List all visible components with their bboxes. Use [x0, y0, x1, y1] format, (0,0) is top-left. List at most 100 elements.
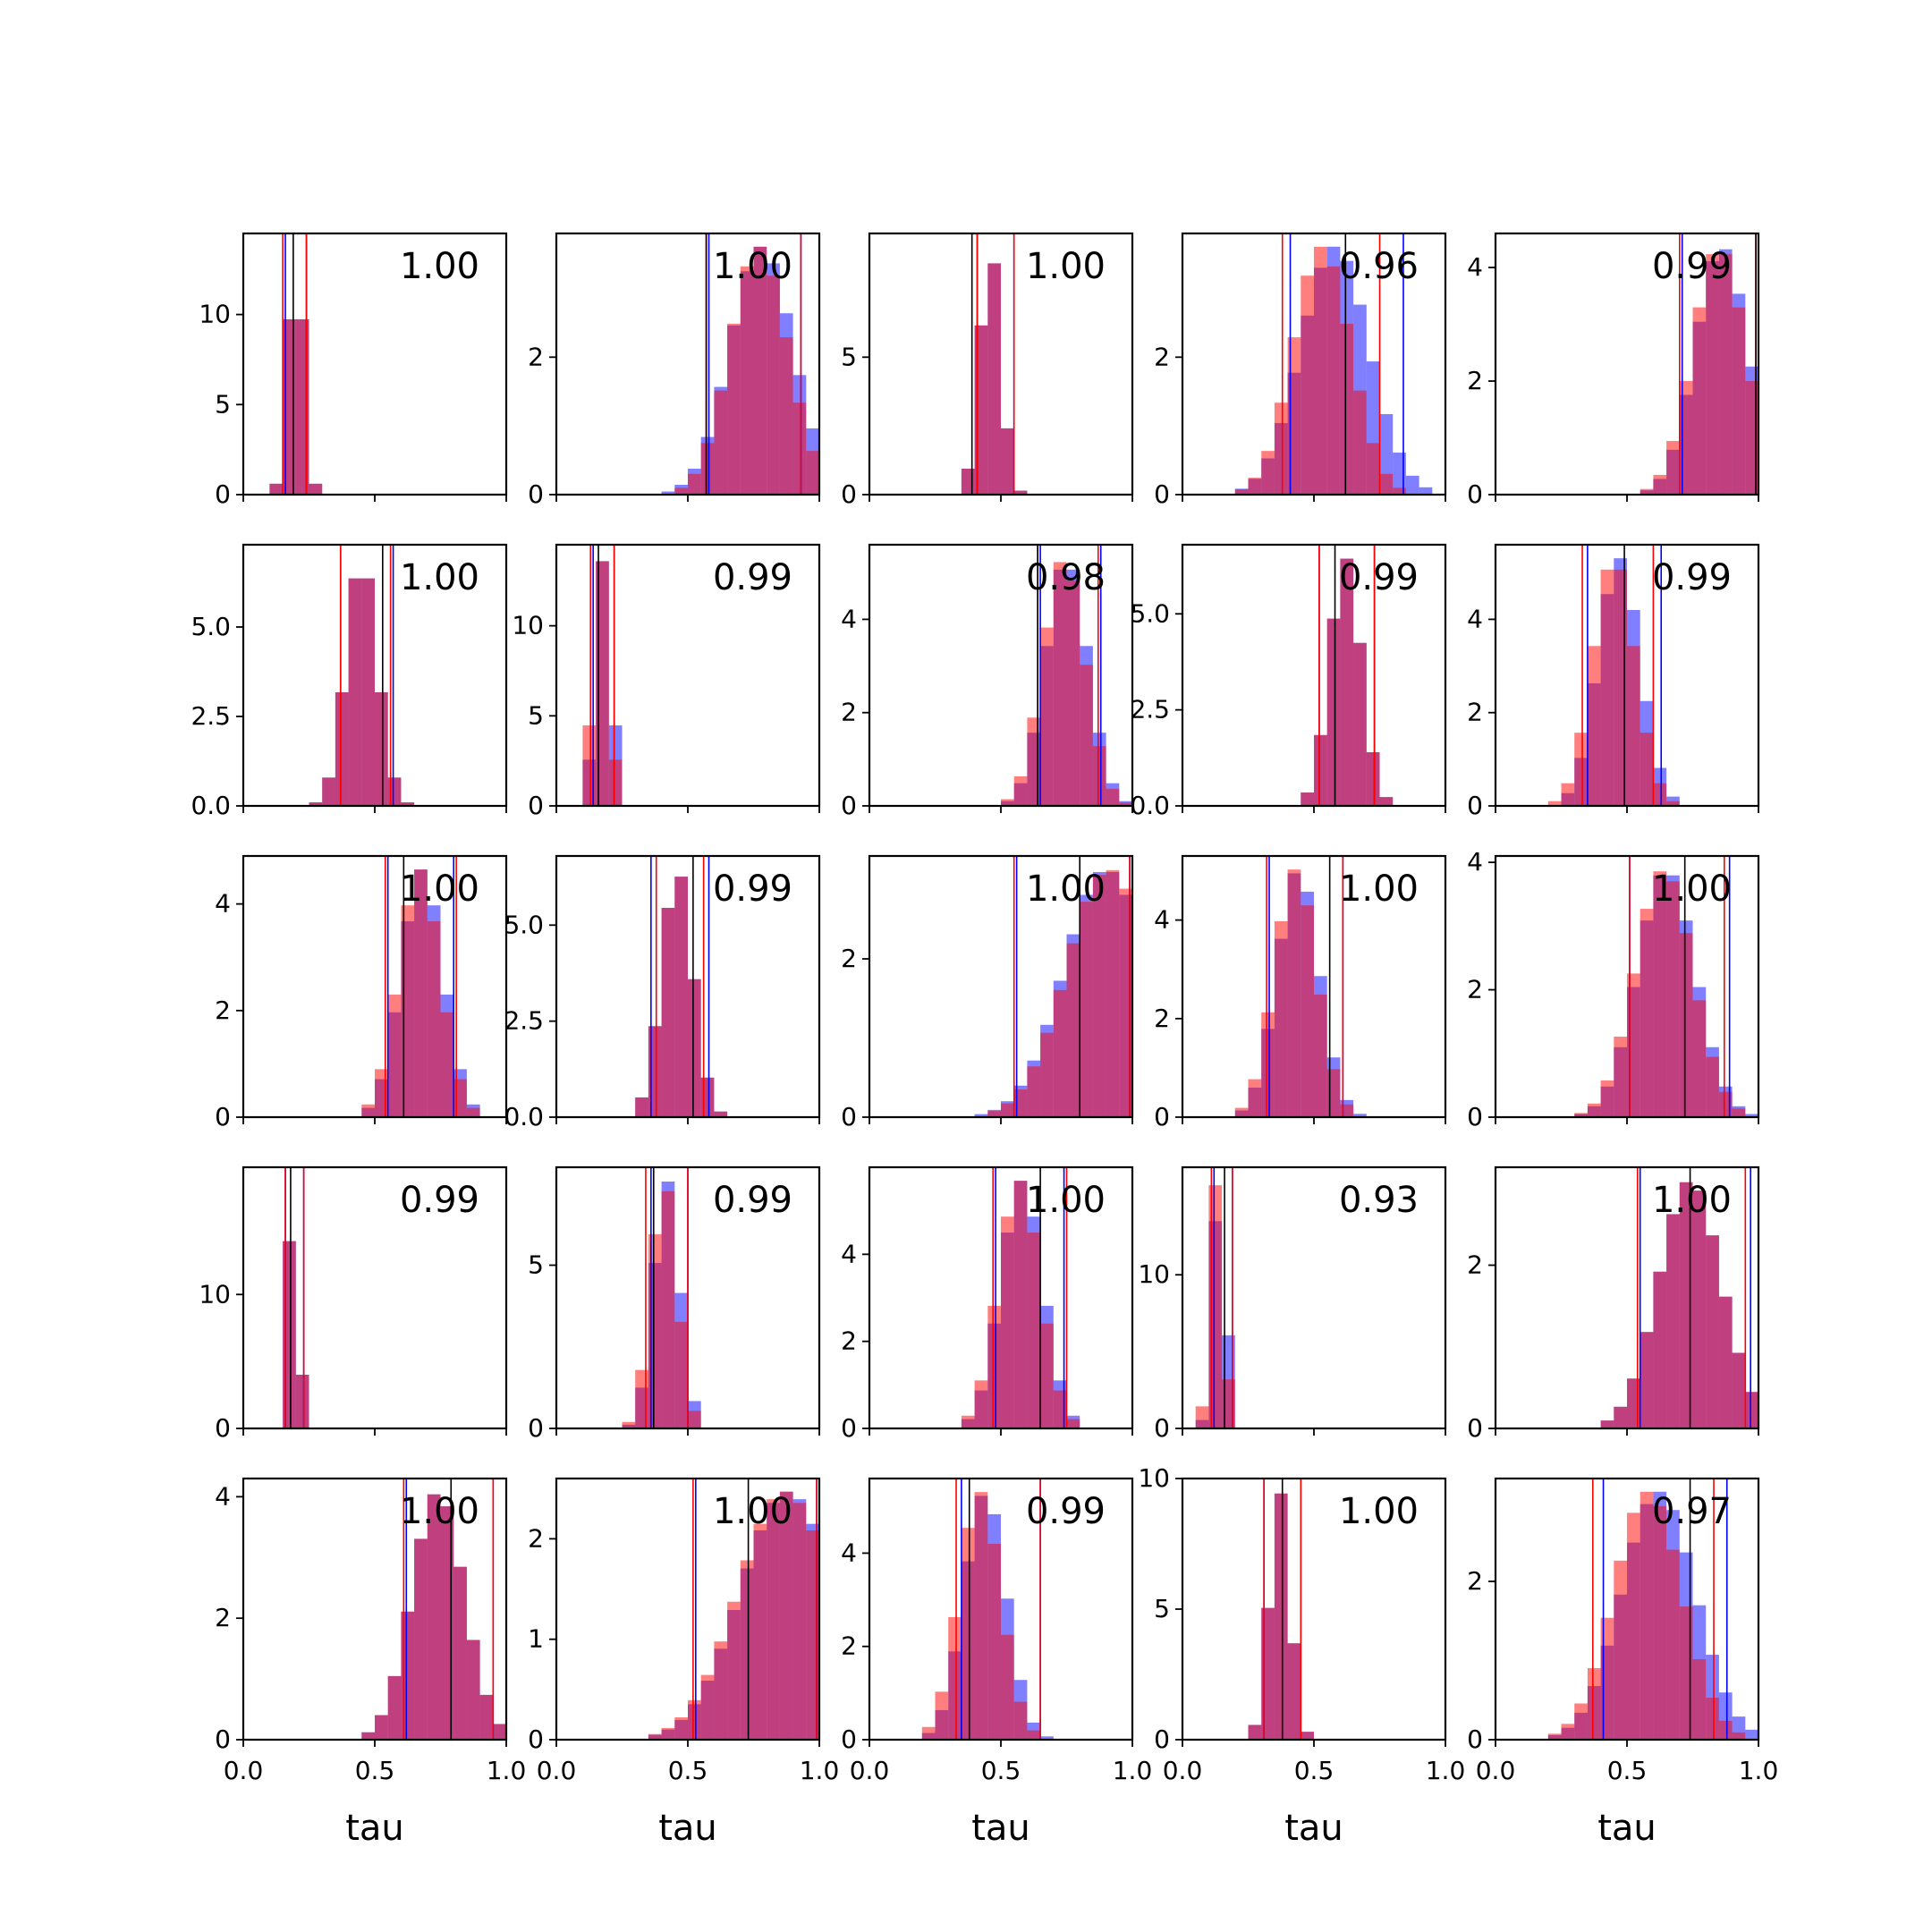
bar-series-b [1119, 802, 1132, 806]
y-tick-label: 0 [1154, 1413, 1170, 1443]
y-tick-label: 0.0 [504, 1102, 544, 1131]
plot-area [648, 1479, 819, 1740]
plot-area [1234, 856, 1367, 1117]
histogram-panel: 0.0 2.5 5.0 0.99 [504, 854, 821, 1131]
panel-annotation: 0.96 [1339, 246, 1419, 287]
bar-series-b [1326, 618, 1341, 806]
histogram-panel: 0.0 2.5 5.0 1.00 [191, 543, 508, 820]
bar-series-b [1326, 266, 1341, 495]
y-tick-label: 10 [199, 1279, 231, 1309]
bar-series-b [1666, 1214, 1680, 1428]
y-tick-label: 2.5 [1130, 695, 1170, 724]
y-tick-label: 2 [215, 1603, 231, 1632]
bar-series-b [1195, 1406, 1209, 1428]
bar-series-b [1679, 933, 1693, 1117]
bar-series-b [1614, 1560, 1627, 1740]
x-tick-label: 0.0 [1163, 1756, 1203, 1785]
bar-series-b [1301, 275, 1314, 495]
bar-series-b [361, 578, 375, 806]
histogram-panel: 0 2 4 0.0 0.5 1.0 tau 0.99 [841, 1477, 1152, 1849]
histogram-panel: 0 1 2 0.0 0.5 1.0 tau 1.00 [528, 1477, 839, 1849]
y-tick-label: 4 [841, 1239, 857, 1268]
bar-series-b [1106, 869, 1120, 1117]
bar-series-b [479, 1694, 494, 1740]
y-tick-label: 4 [1467, 252, 1483, 282]
y-tick-label: 0 [215, 479, 231, 509]
histogram-panel: 0 2 4 1.00 [215, 854, 508, 1131]
y-tick-label: 0 [1467, 1413, 1483, 1443]
bar-series-b [348, 578, 362, 806]
bar-series-b [987, 1111, 1001, 1117]
bar-series-b [1314, 994, 1327, 1117]
panel-annotation: 1.00 [400, 1491, 479, 1532]
histogram-panel: 0 5 10 0.0 0.5 1.0 tau 1.00 [1138, 1463, 1465, 1849]
bar-series-b [387, 994, 402, 1117]
plot-area [1600, 1167, 1758, 1428]
bar-series-b [1040, 1032, 1054, 1117]
plot-area [661, 233, 819, 495]
bar-series-b [1718, 1720, 1733, 1740]
bar-series-b [661, 1727, 675, 1740]
histogram-panel: 0 10 0.99 [199, 1165, 508, 1443]
bar-series-b [1706, 1698, 1719, 1740]
plot-area [1547, 1479, 1758, 1740]
plot-area [622, 1167, 701, 1428]
histogram-panel: 0 10 0.93 [1138, 1165, 1447, 1443]
bar-series-b [1261, 1012, 1275, 1117]
bar-series-b [1627, 646, 1640, 806]
bar-series-b [1314, 246, 1327, 495]
y-tick-label: 5.0 [191, 612, 231, 641]
y-tick-label: 4 [1154, 905, 1170, 935]
bar-series-b [1287, 1643, 1301, 1740]
bar-series-b [767, 275, 780, 495]
bar-series-b [361, 1732, 375, 1740]
bar-series-b [1614, 1406, 1627, 1428]
y-tick-label: 0 [841, 791, 857, 820]
x-tick-label: 0.5 [981, 1756, 1021, 1785]
plot-area [1001, 545, 1132, 806]
y-tick-label: 2 [1154, 1004, 1170, 1033]
x-tick-label: 0.5 [668, 1756, 708, 1785]
bar-series-a [974, 1114, 988, 1117]
bar-series-b [1732, 1732, 1746, 1740]
plot-area [1234, 233, 1433, 495]
y-tick-label: 0 [528, 1413, 544, 1443]
y-tick-label: 2 [215, 996, 231, 1025]
panel-annotation: 0.99 [713, 557, 792, 598]
x-tick-label: 1.0 [1426, 1756, 1466, 1785]
panel-annotation: 1.00 [1026, 246, 1106, 287]
bar-series-b [1366, 752, 1380, 806]
bar-series-b [622, 1421, 636, 1428]
bar-series-b [1287, 869, 1301, 1117]
bar-series-b [1692, 1658, 1707, 1740]
bar-series-b [1261, 451, 1275, 495]
bar-series-b [674, 1321, 688, 1428]
bar-series-b [1393, 487, 1406, 495]
panel-annotation: 1.00 [1026, 1180, 1106, 1221]
bar-series-b [700, 443, 715, 495]
x-tick-label: 1.0 [487, 1756, 527, 1785]
panel-annotation: 1.00 [713, 1491, 792, 1532]
y-tick-label: 2 [528, 1523, 544, 1553]
y-tick-label: 0.0 [1130, 791, 1170, 820]
panel-annotation: 0.98 [1026, 557, 1106, 598]
y-tick-label: 5 [1154, 1594, 1170, 1623]
bar-series-b [688, 979, 701, 1117]
panel-annotation: 0.99 [1339, 557, 1419, 598]
bar-series-b [1248, 1079, 1262, 1117]
bar-series-b [1692, 307, 1707, 495]
bar-series-b [335, 691, 349, 806]
plot-area [582, 545, 623, 806]
panel-annotation: 0.99 [400, 1180, 479, 1221]
histogram-panel: 021.00 [528, 232, 821, 509]
plot-area [1248, 1479, 1314, 1740]
bar-series-b [727, 1601, 741, 1740]
y-tick-label: 4 [841, 1538, 857, 1567]
y-tick-label: 2 [528, 342, 544, 371]
bar-series-b [1574, 1703, 1588, 1740]
bar-series-b [375, 691, 388, 806]
bar-series-b [740, 266, 754, 495]
bar-series-b [1001, 1634, 1014, 1740]
plot-area [1547, 545, 1680, 806]
